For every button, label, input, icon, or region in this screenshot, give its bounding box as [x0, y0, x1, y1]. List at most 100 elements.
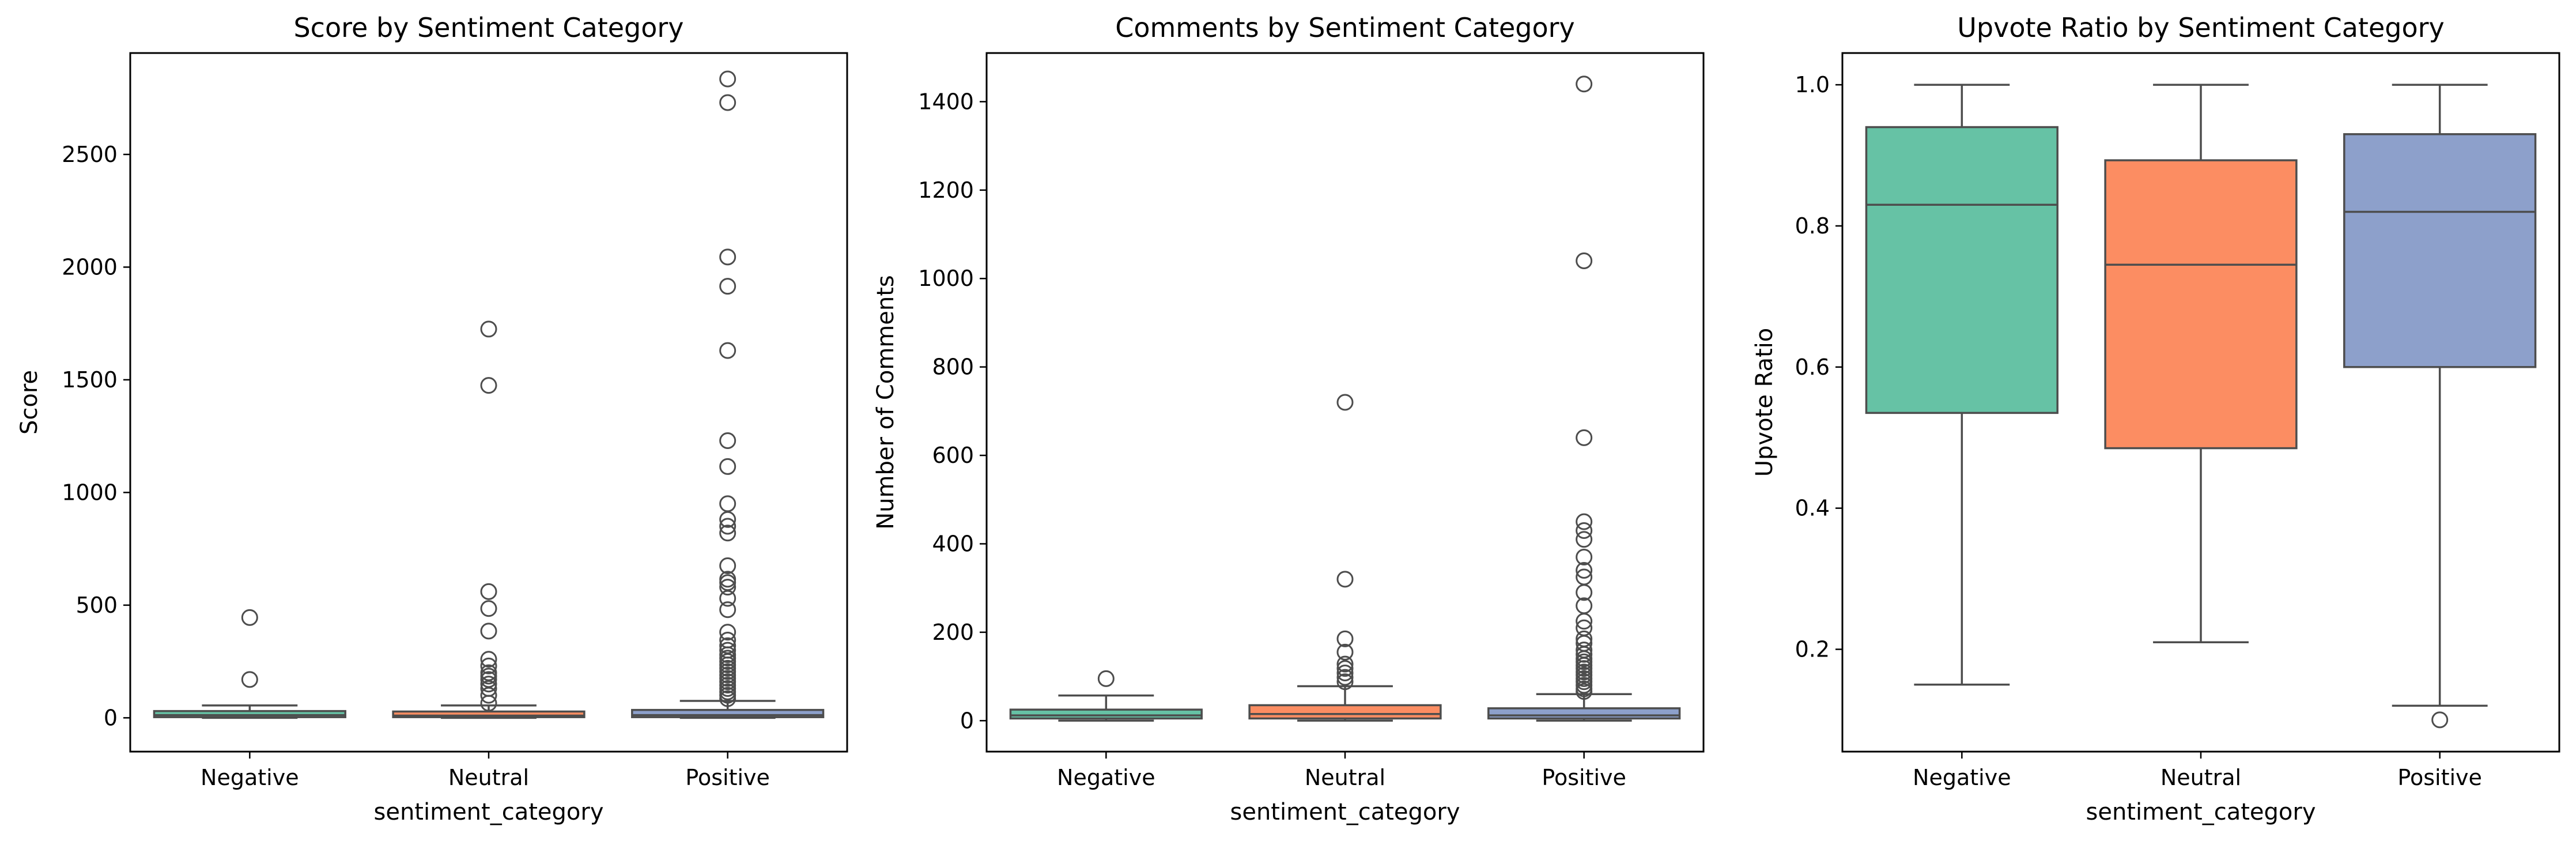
comments-positive-outlier — [1576, 561, 1593, 579]
comments-positive-outlier — [1576, 76, 1593, 93]
comments-xtick-label: Positive — [1542, 765, 1626, 790]
comments-ytick-label: 1000 — [918, 266, 974, 291]
upvote-ratio-x-axis-label: sentiment_category — [2086, 799, 2316, 825]
comments-positive-outlier — [1576, 568, 1593, 586]
upvote-ratio-ytick-label: 0.8 — [1795, 213, 1830, 239]
comments-positive-outlier — [1576, 642, 1593, 659]
comments-neutral-box — [1248, 704, 1442, 720]
comments-xtick-label: Negative — [1057, 765, 1155, 790]
score-neutral-outlier — [480, 320, 497, 338]
score-negative-outlier — [241, 671, 258, 688]
comments-neutral-outlier — [1336, 673, 1354, 691]
score-positive-outlier — [719, 631, 736, 648]
comments-xtick-label: Neutral — [1305, 765, 1385, 790]
comments-x-axis-label: sentiment_category — [1230, 799, 1460, 825]
comments-positive-outlier — [1576, 531, 1593, 548]
score-positive-outlier — [719, 557, 736, 574]
score-ytick-label: 0 — [104, 705, 118, 730]
upvote-ratio-positive-outlier — [2431, 711, 2449, 729]
upvote-ratio-ytick-label: 1.0 — [1795, 72, 1830, 97]
score-ytick-label: 500 — [75, 593, 118, 618]
comments-positive-outlier — [1576, 597, 1593, 614]
score-neutral-outlier — [480, 623, 497, 640]
score-negative-outlier — [241, 609, 258, 626]
comments-ytick-label: 1200 — [918, 178, 974, 203]
score-positive-outlier — [719, 642, 736, 659]
score-positive-outlier — [719, 571, 736, 588]
upvote-ratio-panel: 0.2 0.4 0.6 0.8 1.0 Negative Neutral Positive Up… — [1751, 12, 2560, 825]
score-positive-outlier — [719, 248, 736, 266]
score-positive-outlier — [719, 495, 736, 512]
comments-neutral-outlier — [1336, 655, 1354, 673]
comments-positive-outlier — [1576, 513, 1593, 530]
score-positive-outlier — [719, 637, 736, 654]
score-neutral-outlier — [480, 651, 497, 668]
upvote-ratio-negative-box — [1865, 126, 2058, 414]
comments-ytick-label: 400 — [932, 531, 974, 556]
comments-y-axis-label: Number of Comments — [872, 275, 899, 529]
score-positive-outlier — [719, 278, 736, 295]
score-positive-outlier — [719, 94, 736, 111]
comments-ytick-label: 200 — [932, 620, 974, 645]
comments-neutral-outlier — [1336, 669, 1354, 686]
upvote-ratio-ytick-label: 0.6 — [1795, 354, 1830, 380]
comments-negative-outlier — [1097, 670, 1115, 687]
score-neutral-outlier — [480, 657, 497, 674]
score-ytick-label: 1500 — [62, 367, 118, 393]
comments-positive-outlier — [1576, 630, 1593, 647]
upvote-ratio-xtick-label: Negative — [1913, 765, 2011, 790]
score-positive-outlier — [719, 70, 736, 88]
score-neutral-outlier — [480, 600, 497, 617]
score-xtick-label: Negative — [201, 765, 299, 790]
score-positive-outlier — [719, 432, 736, 449]
score-chart-title: Score by Sentiment Category — [293, 12, 683, 43]
comments-positive-outlier — [1576, 429, 1593, 446]
score-ytick-label: 1000 — [62, 480, 118, 505]
comments-neutral-outlier — [1336, 630, 1354, 647]
comments-positive-outlier — [1576, 619, 1593, 636]
upvote-ratio-positive-box — [2343, 133, 2537, 368]
score-axes-frame — [129, 52, 848, 753]
score-positive-outlier — [719, 624, 736, 641]
score-ytick-label: 2000 — [62, 254, 118, 280]
comments-axes-frame — [985, 52, 1705, 753]
upvote-ratio-ytick-label: 0.2 — [1795, 636, 1830, 662]
comments-neutral-outlier — [1336, 643, 1354, 661]
comments-neutral-outlier — [1336, 660, 1354, 677]
score-positive-outlier — [719, 579, 736, 596]
upvote-ratio-y-axis-label: Upvote Ratio — [1751, 328, 1778, 477]
score-positive-outlier — [719, 518, 736, 535]
score-positive-outlier — [719, 601, 736, 618]
upvote-ratio-chart-title: Upvote Ratio by Sentiment Category — [1957, 12, 2444, 43]
upvote-ratio-xtick-label: Neutral — [2160, 765, 2241, 790]
comments-neutral-outlier — [1336, 394, 1354, 411]
score-panel: 0 500 1000 1500 2000 2500 Negative Neutral Posit… — [16, 12, 848, 825]
comments-ytick-label: 0 — [960, 708, 974, 733]
comments-neutral-outlier — [1336, 664, 1354, 681]
comments-positive-outlier — [1576, 252, 1593, 270]
comments-ytick-label: 800 — [932, 354, 974, 380]
score-ytick-label: 2500 — [62, 142, 118, 167]
comments-panel: 0 200 400 600 800 1000 1200 1400 Negative Neutral… — [872, 12, 1705, 825]
comments-chart-title: Comments by Sentiment Category — [1115, 12, 1575, 43]
comments-ytick-label: 1400 — [918, 89, 974, 114]
score-negative-box — [153, 710, 346, 718]
score-neutral-outlier — [480, 583, 497, 600]
comments-neutral-outlier — [1336, 571, 1354, 588]
comments-negative-box — [1009, 708, 1203, 720]
score-neutral-outlier — [480, 676, 497, 693]
comments-positive-outlier — [1576, 522, 1593, 539]
upvote-ratio-axes-frame — [1841, 52, 2560, 753]
score-x-axis-label: sentiment_category — [374, 799, 604, 825]
score-neutral-outlier — [480, 664, 497, 681]
upvote-ratio-ytick-label: 0.4 — [1795, 496, 1830, 521]
score-positive-outlier — [719, 458, 736, 475]
score-neutral-outlier — [480, 377, 497, 394]
score-xtick-label: Neutral — [448, 765, 529, 790]
upvote-ratio-neutral-box — [2104, 159, 2298, 450]
score-xtick-label: Positive — [685, 765, 770, 790]
upvote-ratio-xtick-label: Positive — [2397, 765, 2482, 790]
comments-ytick-label: 600 — [932, 443, 974, 468]
score-positive-outlier — [719, 342, 736, 359]
